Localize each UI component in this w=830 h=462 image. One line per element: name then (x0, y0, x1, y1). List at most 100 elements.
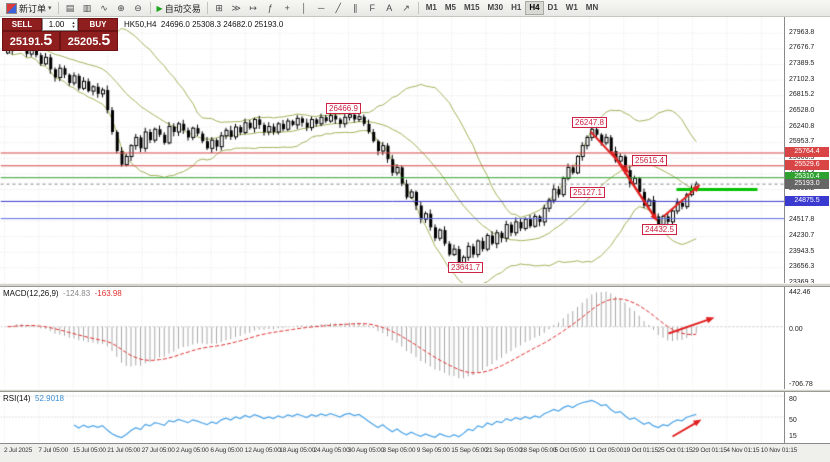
price-axis-tick: 27676.7 (789, 44, 815, 52)
toolbar: 新订单 ▾ ▤ ▥ ∿ ⊕ ⊖ ▶ 自动交易 ⊞ ≫ ↦ ƒ + │ ─ ╱ ∥ F A ↗ M1 M5 M15 M… (0, 0, 830, 17)
price-tag: 25529.6 (785, 160, 829, 171)
time-axis-label: 12 Aug 05:00 (244, 447, 281, 454)
zoom-out-icon[interactable]: ⊖ (134, 2, 142, 13)
volume-up-arrow[interactable]: ▲ (71, 19, 76, 25)
price-axis-tick: 26240.8 (789, 122, 815, 130)
volume-input[interactable]: 1.00 ▲ ▼ (42, 18, 78, 31)
price-axis-tick: 26528.0 (789, 106, 815, 114)
fibonacci-icon[interactable]: F (369, 3, 375, 13)
text-label-icon[interactable]: A (386, 3, 393, 13)
autotrading-button[interactable]: ▶ 自动交易 (154, 1, 204, 15)
toolbar-separator (417, 2, 419, 14)
price-axis-tick: 27102.3 (789, 75, 815, 83)
toolbar-separator (57, 2, 59, 14)
chart-info-line: HK50,H4 24696.0 25308.3 24682.0 25193.0 (124, 20, 283, 29)
rsi-info-line: RSI(14) 52.9018 (3, 394, 64, 403)
time-axis-label: 2 Jul 2025 (4, 447, 32, 454)
trendline-icon[interactable]: ╱ (335, 2, 341, 13)
chart-line-icon[interactable]: ∿ (100, 2, 108, 13)
time-axis-label: 25 Oct 01:15 (657, 447, 693, 454)
sell-price: 25191. (9, 36, 44, 48)
macd-signal-value: -163.98 (94, 289, 122, 298)
macd-info-line: MACD(12,26,9) -124.83 -163.98 (3, 289, 122, 298)
timeframe-button-H1[interactable]: H1 (511, 3, 522, 12)
buy-price: 25205. (67, 36, 102, 48)
time-axis-label: 2 Aug 05:00 (176, 447, 209, 454)
price-axis-tick: 23369.3 (789, 279, 814, 286)
time-axis-label: 5 Oct 05:00 (554, 447, 586, 454)
horizontal-line-icon[interactable]: ─ (318, 3, 325, 13)
chart-candles-icon[interactable]: ▥ (82, 2, 92, 13)
volume-value: 1.00 (48, 20, 65, 29)
timeframe-button-MN[interactable]: MN (585, 3, 599, 12)
timeframe-button-H4[interactable]: H4 (525, 1, 544, 15)
crosshair-icon[interactable]: + (284, 3, 290, 13)
time-axis-label: 21 Jul 05:00 (107, 447, 141, 454)
price-axis-tick: 24517.8 (789, 216, 815, 224)
time-axis-label: 10 Nov 01:15 (760, 447, 798, 454)
timeframe-button-M5[interactable]: M5 (444, 3, 456, 12)
timeframe-button-M15[interactable]: M15 (463, 3, 480, 12)
timeframe-group: M1 M5 M15 M30 H1 H4 D1 W1 MN (422, 1, 603, 15)
buy-label: BUY (89, 20, 107, 29)
price-axis-tick: 27389.5 (789, 59, 815, 67)
time-axis-label: 6 Aug 05:00 (210, 447, 243, 454)
buy-button[interactable]: BUY (78, 18, 118, 31)
tile-windows-icon[interactable]: ⊞ (215, 2, 223, 13)
zoom-in-icon[interactable]: ⊕ (117, 2, 125, 13)
one-click-trading-panel: SELL 1.00 ▲ ▼ BUY 25191. 5 25205. 5 (2, 18, 118, 51)
vertical-line-icon[interactable]: │ (301, 3, 308, 13)
price-axis-tick: 24230.7 (789, 232, 815, 240)
timeframe-button-D1[interactable]: D1 (547, 3, 558, 12)
new-order-label: 新订单 (19, 3, 47, 14)
macd-main-value: -124.83 (63, 289, 91, 298)
chart-bars-icon[interactable]: ▤ (65, 2, 75, 13)
sell-price-pip: 5 (43, 32, 53, 49)
autotrading-play-icon: ▶ (156, 3, 163, 13)
time-axis-label: 3 Sep 05:00 (382, 447, 416, 454)
new-order-icon (6, 2, 17, 14)
price-axis-tick: 26815.2 (789, 91, 815, 99)
buy-price-button[interactable]: 25205. 5 (60, 31, 118, 51)
chart-shift-icon[interactable]: ↦ (249, 2, 257, 13)
price-annotation: 25127.1 (570, 187, 605, 198)
timeframe-button-M1[interactable]: M1 (425, 3, 437, 12)
timeframe-button-M30[interactable]: M30 (487, 3, 504, 12)
toolbar-separator (206, 2, 208, 14)
price-tag: 24875.5 (785, 195, 829, 206)
price-annotation: 26466.9 (326, 103, 361, 114)
arrow-tool-icon[interactable]: ↗ (402, 2, 410, 13)
buy-price-pip: 5 (101, 32, 111, 49)
indicators-icon[interactable]: ƒ (267, 3, 273, 13)
new-order-button[interactable]: 新订单 ▾ (3, 1, 55, 15)
price-tag: 25764.4 (785, 147, 829, 158)
rsi-axis-tick: 15 (789, 433, 797, 440)
channel-icon[interactable]: ∥ (352, 2, 358, 13)
rsi-value: 52.9018 (35, 394, 64, 403)
volume-down-arrow[interactable]: ▼ (71, 23, 76, 29)
macd-axis-tick: 442.46 (789, 289, 811, 296)
rsi-axis-tick: 50 (789, 416, 797, 424)
sell-button[interactable]: SELL (2, 18, 42, 31)
time-axis[interactable] (0, 443, 830, 462)
auto-scroll-icon[interactable]: ≫ (231, 2, 241, 13)
macd-axis-tick: 0.00 (789, 326, 803, 334)
panel-splitter-rsi[interactable] (0, 389, 830, 392)
panel-splitter-macd[interactable] (0, 283, 830, 287)
rsi-axis-tick: 80 (789, 395, 797, 403)
rsi-label: RSI(14) (3, 394, 31, 403)
time-axis-label: 11 Oct 05:00 (588, 447, 624, 454)
time-axis-label: 27 Jul 05:00 (141, 447, 175, 454)
price-axis-tick: 25953.7 (789, 138, 815, 146)
price-axis[interactable] (784, 17, 830, 443)
sell-price-button[interactable]: 25191. 5 (2, 31, 60, 51)
timeframe-button-W1[interactable]: W1 (565, 3, 578, 12)
time-axis-label: 15 Sep 05:00 (451, 447, 488, 454)
price-annotation: 26247.8 (572, 117, 607, 128)
drawing-tools-group: ⊞ ≫ ↦ ƒ + │ ─ ╱ ∥ F A ↗ (211, 1, 415, 16)
price-axis-tick: 23656.3 (789, 263, 815, 271)
time-axis-label: 24 Aug 05:00 (313, 447, 350, 454)
time-axis-label: 4 Nov 01:15 (726, 447, 760, 454)
